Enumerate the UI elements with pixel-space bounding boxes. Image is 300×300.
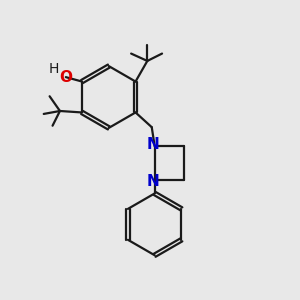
Text: H: H (48, 62, 59, 76)
Text: N: N (147, 174, 160, 189)
Text: O: O (59, 70, 72, 85)
Text: N: N (147, 137, 160, 152)
